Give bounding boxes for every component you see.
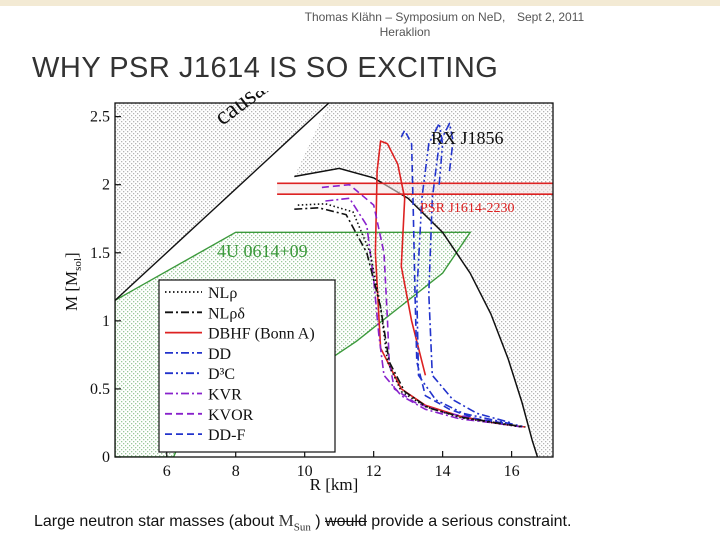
caption-msun-m: M — [278, 511, 294, 530]
caption-after: provide a serious constraint. — [366, 513, 572, 530]
slide-date: Sept 2, 2011 — [517, 10, 585, 24]
x-tick-label-14: 14 — [435, 463, 451, 480]
slide-caption: Large neutron star masses (about MSun ) … — [34, 511, 571, 533]
slide-header: Thomas Klähn – Symposium on NeD, Herakli… — [300, 10, 510, 40]
qpo-annotation: 4U 0614+09 — [217, 241, 308, 261]
series-curve-8 — [294, 207, 526, 428]
header-line-2: Heraklion — [379, 25, 431, 39]
plot-frame — [114, 102, 554, 458]
legend-label-5: D³C — [208, 366, 235, 383]
legend-label-7: KVOR — [208, 407, 254, 424]
series-curve-3 — [325, 197, 523, 428]
psr-annotation: PSR J1614-2230 — [420, 201, 515, 216]
series-curve-4 — [400, 129, 512, 426]
caption-msun: MSun — [278, 511, 311, 534]
series-curve-5 — [416, 122, 526, 428]
header-line-1: Thomas Klähn – Symposium on NeD, — [304, 10, 506, 24]
series-curve-7 — [297, 203, 523, 428]
slide-title: WHY PSR J1614 IS SO EXCITING — [32, 52, 499, 84]
y-tick-label-2: 1 — [102, 313, 110, 330]
legend-label-1: NLρ — [208, 285, 237, 302]
slide-top-bar — [0, 0, 720, 6]
legend: NLρ NLρδ DBHF (Bonn A) DD D³C KVR KVOR DD-F — [158, 279, 336, 453]
y-tick-label-1: 0.5 — [90, 381, 110, 398]
y-axis-label: M [Msol] — [62, 252, 84, 311]
y-tick-label-0: 0 — [102, 449, 110, 466]
legend-label-8: DD-F — [208, 427, 245, 444]
x-tick-label-8: 8 — [232, 463, 240, 480]
legend-box — [158, 279, 336, 453]
y-tick-label-3: 1.5 — [90, 245, 110, 262]
caption-mid: ) — [310, 513, 326, 530]
series-curve-2 — [321, 183, 512, 426]
caption-struck-word: would — [325, 513, 367, 530]
series-curve-1 — [374, 140, 526, 428]
x-axis-label: R [km] — [310, 475, 359, 494]
y-tick-label-5: 2.5 — [90, 109, 110, 126]
y-axis-label-end: ] — [62, 252, 81, 258]
caption-before: Large neutron star masses (about — [34, 513, 279, 530]
x-tick-label-16: 16 — [504, 463, 520, 480]
x-tick-label-6: 6 — [163, 463, 171, 480]
legend-label-4: DD — [208, 346, 231, 363]
rxj-annotation: RX J1856 — [431, 128, 504, 148]
x-tick-label-10: 10 — [297, 463, 313, 480]
caption-msun-sub: Sun — [293, 521, 311, 534]
rxj-constraint-curve — [294, 167, 539, 457]
y-tick-label-4: 2 — [102, 177, 110, 194]
psr-band — [277, 183, 553, 195]
y-axis-label-main: M [M — [62, 271, 81, 311]
legend-label-2: NLρδ — [208, 305, 245, 322]
legend-label-6: KVR — [208, 387, 242, 404]
x-tick-label-12: 12 — [366, 463, 382, 480]
causality-limit-line — [115, 103, 330, 301]
legend-label-3: DBHF (Bonn A) — [208, 326, 315, 343]
series-curve-6 — [428, 122, 512, 424]
y-axis-label-sub: sol — [72, 258, 84, 271]
